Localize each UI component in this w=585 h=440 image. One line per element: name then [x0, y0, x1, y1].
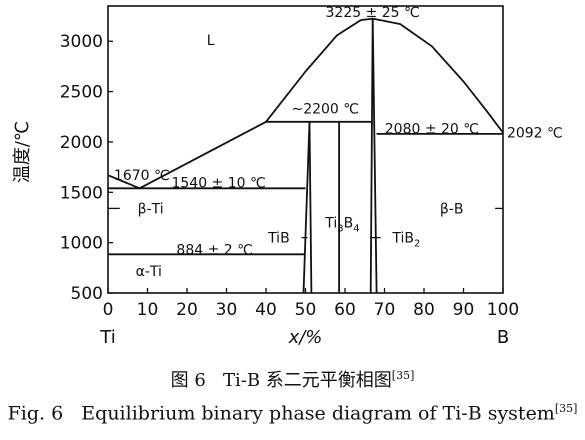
- y-tick-label: 500: [71, 284, 103, 304]
- phase-annotation: 2080 ± 20 ℃: [385, 121, 479, 137]
- y-tick-label: 1500: [60, 183, 103, 203]
- x-tick-label: 30: [216, 300, 238, 320]
- phase-diagram-chart: 0 10 20 30 40 50 60 70 80 90 100 500 1000 1500 2000 250…: [12, 5, 563, 348]
- x-axis-title: x/%: [288, 327, 323, 348]
- phase-annotation: α-Ti: [136, 264, 162, 280]
- figure-title-zh: Ti-B 系二元平衡相图: [222, 370, 392, 391]
- phase-annotation: 2092 ℃: [507, 126, 563, 142]
- x-tick-label: 80: [413, 300, 435, 320]
- phase-annotation: ~2200 ℃: [291, 102, 359, 118]
- x-tick-label: 60: [334, 300, 356, 320]
- figure-title-en: Equilibrium binary phase diagram of Ti-B…: [81, 402, 555, 425]
- phase-annotation: β-Ti: [138, 201, 164, 217]
- phase-annotation: 884 ± 2 ℃: [176, 243, 252, 259]
- phase-annotation: 1540 ± 10 ℃: [171, 176, 265, 192]
- figure-caption-english: Fig. 6 Equilibrium binary phase diagram …: [0, 402, 585, 424]
- x-axis-end-label-right: B: [497, 327, 509, 348]
- x-tick-label: 50: [295, 300, 317, 320]
- reference-en: [35]: [554, 402, 578, 415]
- figure-caption-chinese: 图 6 Ti-B 系二元平衡相图[35]: [0, 366, 585, 392]
- phase-annotation: β-B: [440, 201, 464, 217]
- x-tick-label: 90: [453, 300, 475, 320]
- phase-boundary-line: [265, 17, 504, 134]
- phase-annotation: 3225 ± 25 ℃: [326, 5, 420, 21]
- phase-annotation: Ti3B4: [324, 216, 359, 235]
- phase-annotation: L: [207, 33, 215, 49]
- y-axis-title: 温度/℃: [12, 121, 33, 183]
- phase-annotation: 1670 ℃: [114, 168, 170, 184]
- x-tick-label: 40: [255, 300, 277, 320]
- phase-boundary-line: [371, 18, 378, 294]
- phase-annotation: TiB2: [391, 231, 420, 250]
- x-axis-end-label-left: Ti: [99, 327, 115, 348]
- y-tick-label: 3000: [60, 32, 103, 52]
- x-tick-label: 10: [137, 300, 159, 320]
- figure-label-zh: 图 6: [170, 370, 206, 391]
- x-tick-label: 0: [103, 300, 114, 320]
- x-tick-label: 20: [176, 300, 198, 320]
- x-tick-label: 70: [374, 300, 396, 320]
- x-tick-label: 100: [487, 300, 519, 320]
- figure-label-en: Fig. 6: [7, 402, 64, 425]
- y-tick-label: 2500: [60, 83, 103, 103]
- y-tick-label: 1000: [60, 234, 103, 254]
- phase-annotation: TiB: [267, 231, 290, 247]
- reference-zh: [35]: [391, 369, 415, 382]
- phase-boundary-line: [302, 121, 311, 294]
- phase-boundary-line: [308, 121, 313, 294]
- y-tick-label: 2000: [60, 133, 103, 153]
- phase-boundary-line: [369, 18, 374, 294]
